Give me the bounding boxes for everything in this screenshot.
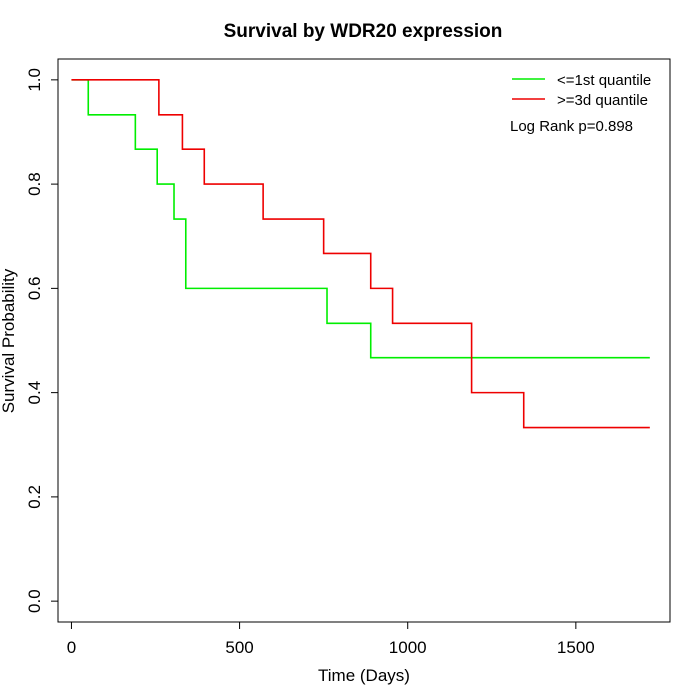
x-tick-label: 500 [225,638,253,657]
plot-frame [57,58,671,623]
y-tick-label: 0.8 [25,172,44,196]
x-axis-label: Time (Days) [318,666,410,685]
x-tick-label: 1500 [557,638,595,657]
legend-label-low: <=1st quantile [557,72,651,89]
y-tick-label: 0.6 [25,277,44,301]
chart-title: Survival by WDR20 expression [224,21,503,42]
legend-label-high: >=3d quantile [557,92,648,109]
series-layer [71,79,650,429]
x-tick-label: 0 [67,638,76,657]
survival-curve-low [71,79,650,359]
y-tick-label: 0.0 [25,589,44,613]
x-axis: 0 500 1000 1500 [67,621,595,657]
y-axis-label: Survival Probability [0,268,18,413]
x-tick-label: 1000 [389,638,427,657]
y-tick-label: 1.0 [25,68,44,92]
y-tick-label: 0.4 [25,381,44,405]
legend: <=1st quantile >=3d quantile Log Rank p=… [510,72,651,135]
y-tick-label: 0.2 [25,485,44,509]
y-axis: 0.0 0.2 0.4 0.6 0.8 1.0 [25,68,59,613]
survival-curve-high [71,79,650,429]
log-rank-annotation: Log Rank p=0.898 [510,118,633,135]
